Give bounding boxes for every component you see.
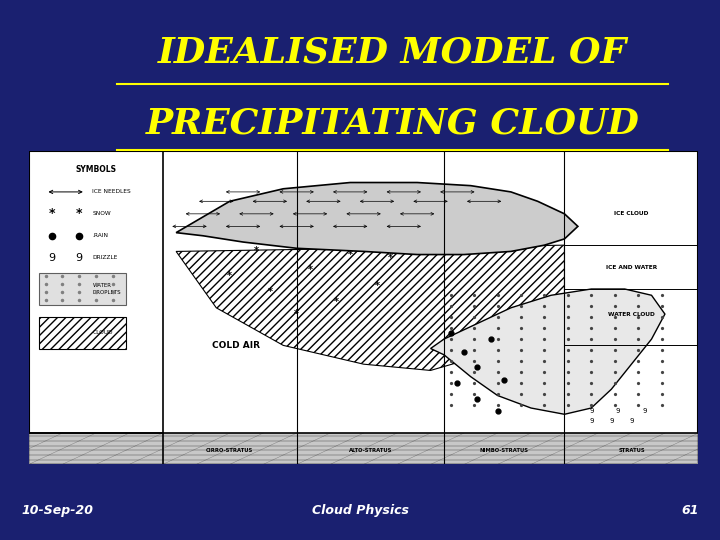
Text: *: * <box>348 249 353 260</box>
Text: COLD AIR: COLD AIR <box>212 341 261 350</box>
Text: 10-Sep-20: 10-Sep-20 <box>22 504 94 517</box>
Text: *: * <box>254 246 259 256</box>
Text: 9: 9 <box>76 253 83 262</box>
Text: NIMBO-STRATUS: NIMBO-STRATUS <box>480 448 528 453</box>
Text: 61: 61 <box>681 504 698 517</box>
Text: STRATUS: STRATUS <box>618 448 644 453</box>
Text: 9: 9 <box>609 417 613 423</box>
Text: 9: 9 <box>642 408 647 414</box>
Text: *: * <box>49 207 55 220</box>
Text: ICE CLOUD: ICE CLOUD <box>614 211 649 217</box>
Text: IDEALISED MODEL OF: IDEALISED MODEL OF <box>158 36 627 70</box>
Text: *: * <box>388 253 393 262</box>
Text: Cloud Physics: Cloud Physics <box>312 504 408 517</box>
Text: PRECIPITATING CLOUD: PRECIPITATING CLOUD <box>145 106 639 140</box>
Bar <box>29 433 163 464</box>
Text: *: * <box>334 296 339 307</box>
Text: .RAIN: .RAIN <box>92 233 109 238</box>
Text: ICE NEEDLES: ICE NEEDLES <box>92 190 131 194</box>
Text: *: * <box>267 287 272 297</box>
Text: 9: 9 <box>629 417 634 423</box>
Bar <box>39 317 126 348</box>
Text: SYMBOLS: SYMBOLS <box>76 165 116 174</box>
Text: WATER CLOUD: WATER CLOUD <box>608 312 654 316</box>
Bar <box>163 433 698 464</box>
Text: 9: 9 <box>616 408 621 414</box>
Text: WATER
DROPLETS: WATER DROPLETS <box>92 284 121 295</box>
Text: CLOUD: CLOUD <box>92 330 113 335</box>
Text: CIRRO-STRATUS: CIRRO-STRATUS <box>206 448 253 453</box>
Text: ICE AND WATER: ICE AND WATER <box>606 265 657 269</box>
Text: *: * <box>228 272 232 281</box>
Polygon shape <box>176 183 578 254</box>
Text: 9: 9 <box>589 408 593 414</box>
Polygon shape <box>176 245 564 370</box>
Text: 9: 9 <box>589 417 593 423</box>
Text: DRIZZLE: DRIZZLE <box>92 255 118 260</box>
Text: *: * <box>374 281 379 291</box>
Text: *: * <box>76 207 82 220</box>
Text: *: * <box>294 309 299 319</box>
Text: ALTO-STRATUS: ALTO-STRATUS <box>348 448 392 453</box>
Text: 9: 9 <box>49 253 55 262</box>
Polygon shape <box>431 289 665 414</box>
Bar <box>39 273 126 305</box>
Text: *: * <box>307 265 312 275</box>
Text: SNOW: SNOW <box>92 211 111 217</box>
